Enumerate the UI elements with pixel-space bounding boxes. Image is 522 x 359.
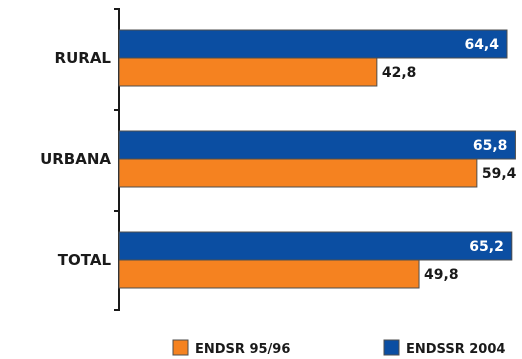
category-label-urbana: URBANA: [40, 150, 111, 168]
legend-swatch: [172, 339, 189, 356]
bar-endssr-2004-rural: [118, 29, 508, 59]
data-label-endsr-95-96: 42,8: [382, 65, 417, 81]
y-axis: [114, 8, 120, 311]
bar-endssr-2004-total: [118, 231, 513, 261]
category-label-total: TOTAL: [58, 251, 112, 269]
category-label-rural: RURAL: [55, 49, 112, 67]
data-label-endssr-2004: 64,4: [464, 37, 499, 53]
data-label-endsr-95-96: 49,8: [424, 267, 459, 283]
bar-endsr-95-96-rural: [118, 57, 378, 87]
bars-group: 64,4 42,8 65,8 59,4 65,2 49,8: [118, 29, 517, 289]
legend-label: ENDSR 95/96: [195, 342, 290, 357]
bar-endsr-95-96-urbana: [118, 158, 478, 188]
legend-label: ENDSSR 2004: [406, 342, 505, 357]
data-label-endsr-95-96: 59,4: [482, 166, 517, 182]
legend-swatch: [383, 339, 400, 356]
data-label-endssr-2004: 65,2: [469, 239, 504, 255]
legend: ENDSR 95/96 ENDSSR 2004: [172, 339, 505, 357]
data-label-endssr-2004: 65,8: [473, 138, 508, 154]
category-labels: RURAL URBANA TOTAL: [40, 49, 111, 269]
bar-endsr-95-96-total: [118, 259, 420, 289]
bar-endssr-2004-urbana: [118, 130, 516, 160]
